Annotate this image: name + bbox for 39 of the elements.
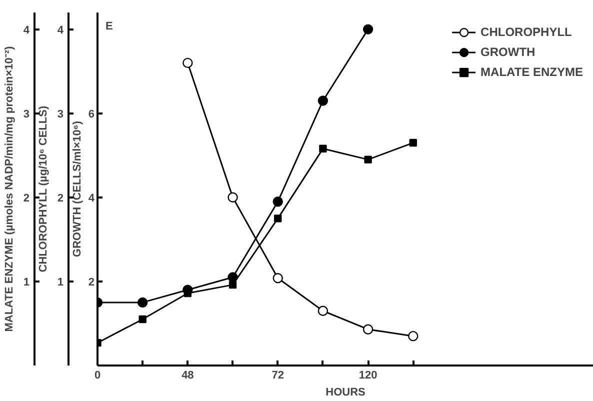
legend-label: MALATE ENZYME — [480, 64, 583, 80]
point — [274, 214, 282, 222]
point — [318, 96, 328, 106]
point — [362, 24, 374, 34]
y2-axis-title: CHLOROPHYLL (µg/10⁶ CELLS) — [37, 106, 50, 272]
point — [364, 156, 372, 164]
x-axis-title: HOURS — [326, 386, 366, 398]
x-tick-label: 120 — [358, 370, 378, 382]
point — [137, 297, 148, 308]
y3-tick-label: 4 — [23, 24, 30, 36]
point — [408, 330, 418, 342]
point — [272, 196, 283, 207]
y2-tick-label: 3 — [57, 108, 64, 120]
annotation: E — [106, 20, 113, 32]
point — [272, 273, 283, 284]
y3-tick-label: 1 — [23, 276, 30, 288]
point — [228, 192, 238, 202]
x-tick-label: 0 — [94, 370, 101, 382]
x-tick-label: 72 — [272, 370, 284, 382]
point — [319, 144, 327, 153]
y3-axis-title: MALATE ENZYME (µmoles NADP/min/mg protein×10⁻²) — [3, 46, 16, 332]
y2-tick-label: 2 — [57, 192, 64, 204]
y-tick-label: 4 — [88, 192, 96, 204]
legend-label: GROWTH — [480, 44, 536, 60]
x-tick-label: 48 — [182, 370, 194, 382]
point — [228, 280, 237, 289]
legend-label: CHLOROPHYLL — [480, 24, 572, 40]
y2-tick-label: 4 — [57, 24, 64, 36]
point — [182, 58, 193, 68]
y-axis-title: GROWTH (CELLS/ml×10⁶) — [71, 120, 84, 258]
y2-tick-label: 1 — [57, 276, 64, 288]
y3-tick-label: 3 — [23, 108, 30, 120]
point — [318, 306, 328, 316]
point — [138, 315, 146, 324]
point — [409, 138, 417, 147]
y-tick-label: 2 — [88, 276, 95, 288]
point — [362, 324, 374, 334]
y-tick-label: 6 — [88, 108, 95, 120]
y3-tick-label: 2 — [23, 192, 30, 204]
